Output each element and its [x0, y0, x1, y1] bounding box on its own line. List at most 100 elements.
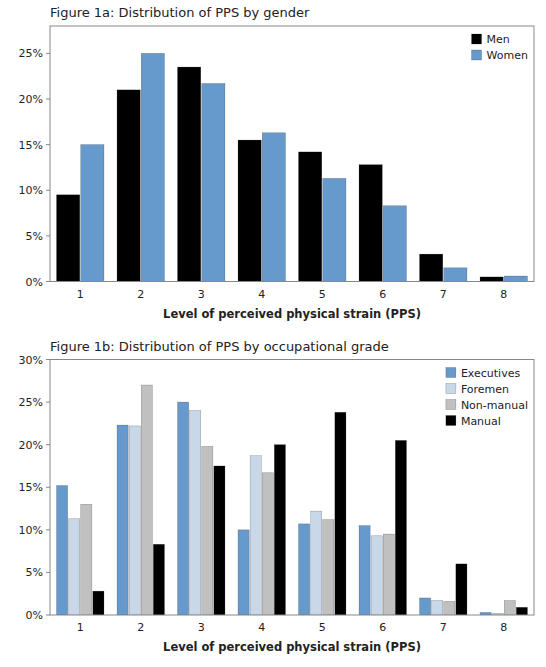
legend: Executives Foremen Non-manual Manual — [446, 367, 528, 428]
y-tick — [46, 281, 50, 282]
bar — [202, 83, 225, 281]
figure: Figure 1a: Distribution of PPS by gender… — [0, 0, 546, 667]
bar — [93, 591, 104, 615]
bar — [57, 486, 68, 615]
y-tick-label: 5% — [26, 230, 43, 243]
bar — [335, 412, 346, 615]
bar — [214, 466, 225, 615]
bar — [480, 277, 503, 282]
legend-item: Men — [472, 33, 510, 46]
bar — [250, 456, 261, 615]
bar — [117, 425, 128, 615]
x-tick-label: 1 — [77, 621, 84, 634]
bar — [359, 526, 370, 615]
bar — [153, 544, 164, 615]
y-tick-label: 15% — [19, 139, 43, 152]
y-tick — [46, 402, 50, 403]
bar — [262, 133, 285, 282]
plot-frame — [50, 26, 534, 282]
bar — [383, 534, 394, 615]
legend-label: Non-manual — [461, 399, 528, 412]
legend-swatch — [446, 368, 456, 378]
legend-item: Manual — [446, 415, 501, 428]
x-tick-label: 4 — [258, 621, 265, 634]
bar — [57, 195, 80, 282]
x-tick-label: 2 — [137, 288, 144, 301]
bar — [299, 152, 322, 282]
y-tick — [46, 235, 50, 236]
bar — [432, 601, 443, 615]
y-tick-label: 25% — [19, 47, 43, 60]
legend-label: Executives — [461, 367, 521, 380]
y-tick-label: 10% — [19, 184, 43, 197]
bar — [371, 536, 382, 615]
y-tick-label: 5% — [26, 566, 43, 579]
bar — [456, 564, 467, 615]
x-tick-label: 6 — [379, 288, 386, 301]
bar — [190, 411, 201, 615]
bar — [141, 53, 164, 281]
bar — [202, 446, 213, 615]
legend-swatch — [446, 384, 456, 394]
x-tick-label: 2 — [137, 621, 144, 634]
y-tick — [46, 487, 50, 488]
bar — [81, 145, 104, 282]
legend-item: Women — [472, 49, 528, 62]
y-tick-label: 0% — [26, 276, 43, 289]
bars — [57, 53, 528, 281]
legend-swatch — [472, 50, 482, 60]
bar — [395, 440, 406, 615]
legend-item: Non-manual — [446, 399, 528, 412]
legend-item: Foremen — [446, 383, 509, 396]
y-tick — [46, 615, 50, 616]
chart-title: Figure 1a: Distribution of PPS by gender — [50, 5, 310, 20]
x-tick-label: 1 — [77, 288, 84, 301]
bar — [178, 402, 189, 615]
y-tick — [46, 99, 50, 100]
bar — [504, 276, 527, 281]
bar — [238, 530, 249, 615]
y-tick — [46, 444, 50, 445]
legend-label: Manual — [461, 415, 501, 428]
bars — [57, 385, 528, 615]
legend-swatch — [472, 34, 482, 44]
y-tick-label: 25% — [19, 396, 43, 409]
plot-frame — [50, 360, 534, 616]
x-tick-label: 7 — [440, 288, 447, 301]
y-tick-label: 20% — [19, 439, 43, 452]
bar — [516, 607, 527, 615]
y-tick-label: 30% — [19, 354, 43, 367]
x-tick-label: 3 — [198, 288, 205, 301]
bar — [178, 67, 201, 281]
bar — [444, 601, 455, 615]
x-tick-label: 8 — [500, 288, 507, 301]
chart-title: Figure 1b: Distribution of PPS by occupa… — [50, 339, 389, 354]
bar — [383, 206, 406, 282]
bar — [69, 519, 80, 615]
x-tick-label: 8 — [500, 621, 507, 634]
bar — [262, 473, 273, 615]
legend: Men Women — [472, 33, 528, 62]
y-tick — [46, 190, 50, 191]
y-tick-label: 20% — [19, 93, 43, 106]
bar — [311, 511, 322, 615]
legend-label: Women — [487, 49, 528, 62]
x-tick-label: 5 — [319, 621, 326, 634]
y-tick — [46, 529, 50, 530]
y-tick — [46, 359, 50, 360]
legend-label: Foremen — [461, 383, 509, 396]
chart-panel: Figure 1a: Distribution of PPS by gender… — [19, 5, 534, 321]
legend-label: Men — [487, 33, 510, 46]
y-tick-label: 15% — [19, 481, 43, 494]
bar — [359, 165, 382, 282]
legend-item: Executives — [446, 367, 521, 380]
y-tick — [46, 572, 50, 573]
y-tick-label: 10% — [19, 524, 43, 537]
legend-swatch — [446, 416, 456, 426]
bar — [141, 385, 152, 615]
bar — [323, 178, 346, 281]
bar — [444, 268, 467, 282]
bar — [129, 426, 140, 615]
x-tick-label: 3 — [198, 621, 205, 634]
bar — [117, 90, 140, 282]
